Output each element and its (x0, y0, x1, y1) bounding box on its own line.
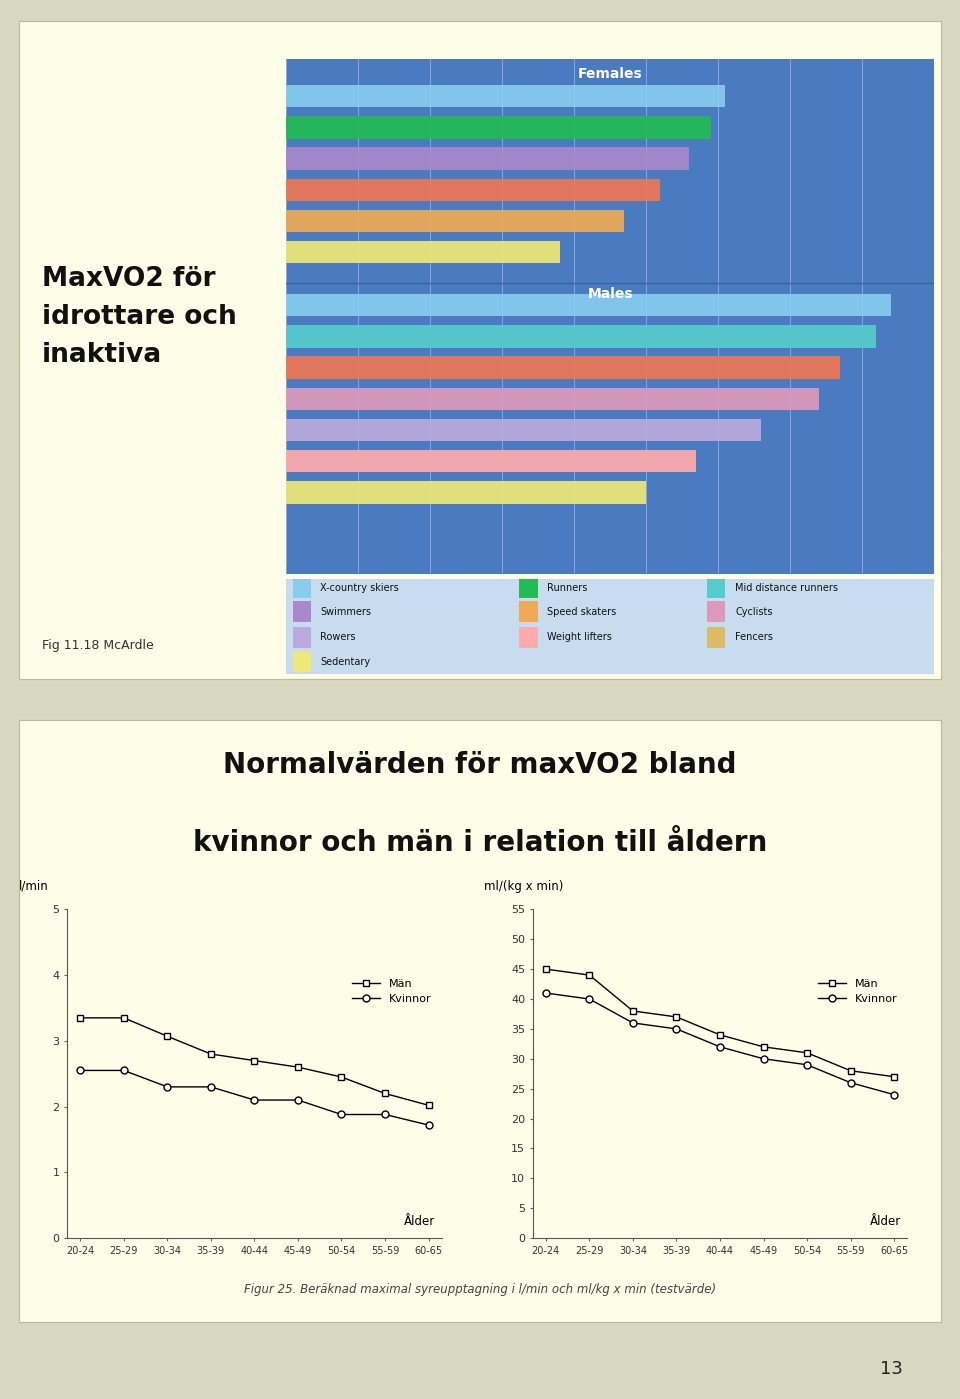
Bar (286, 241, 560, 263)
Text: Cyclists: Cyclists (735, 607, 773, 617)
Bar (293, 627, 311, 648)
Bar (708, 627, 726, 648)
X-axis label: Maximal oxygen consumption (mL · kg⁻¹ · min⁻¹): Maximal oxygen consumption (mL · kg⁻¹ · … (466, 599, 755, 611)
Text: Fencers: Fencers (735, 632, 773, 642)
Text: Swimmers: Swimmers (321, 607, 372, 617)
Text: Sedentary: Sedentary (321, 658, 371, 667)
Text: Fig 11.18 McArdle: Fig 11.18 McArdle (42, 639, 154, 652)
Text: Mid distance runners: Mid distance runners (735, 583, 838, 593)
Bar (708, 602, 726, 623)
Text: l/min: l/min (18, 880, 48, 893)
Text: Rowers: Rowers (321, 632, 356, 642)
Text: Normalvärden för maxVO2 bland: Normalvärden för maxVO2 bland (224, 750, 736, 779)
Bar (286, 179, 660, 201)
Bar (286, 325, 876, 348)
Text: MaxVO2 för
idrottare och
inaktiva: MaxVO2 för idrottare och inaktiva (42, 266, 237, 368)
Bar (286, 116, 710, 139)
Text: X-country skiers: X-country skiers (321, 583, 399, 593)
Bar (293, 652, 311, 673)
Text: kvinnor och män i relation till åldern: kvinnor och män i relation till åldern (193, 828, 767, 856)
Bar (286, 85, 726, 108)
Text: ml/(kg x min): ml/(kg x min) (484, 880, 564, 893)
Bar (519, 627, 538, 648)
Bar (286, 450, 697, 473)
Legend: Män, Kvinnor: Män, Kvinnor (348, 974, 436, 1009)
Text: Males: Males (588, 287, 633, 301)
Text: 13: 13 (879, 1360, 902, 1378)
Bar (286, 481, 646, 504)
Bar (286, 147, 689, 169)
Text: Speed skaters: Speed skaters (547, 607, 616, 617)
Bar (519, 578, 538, 599)
Bar (286, 418, 761, 441)
Text: Ålder: Ålder (870, 1214, 901, 1228)
Bar (293, 578, 311, 599)
Text: Runners: Runners (547, 583, 588, 593)
Bar (286, 388, 819, 410)
Bar (286, 210, 624, 232)
Text: Weight lifters: Weight lifters (547, 632, 612, 642)
Bar (293, 602, 311, 623)
Text: Figur 25. Beräknad maximal syreupptagning i l/min och ml/kg x min (testvärde): Figur 25. Beräknad maximal syreupptagnin… (244, 1283, 716, 1297)
Bar (708, 578, 726, 599)
Text: Females: Females (578, 67, 642, 81)
Bar (519, 602, 538, 623)
Bar (286, 294, 891, 316)
Legend: Män, Kvinnor: Män, Kvinnor (813, 974, 901, 1009)
Bar (286, 357, 841, 379)
Text: Ålder: Ålder (404, 1214, 436, 1228)
